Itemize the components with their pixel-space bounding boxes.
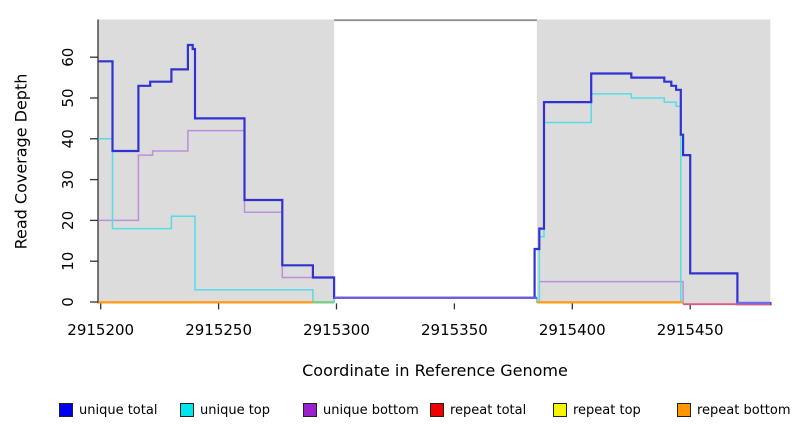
y-tick-label: 30	[59, 170, 77, 189]
y-tick-label: 40	[59, 129, 77, 148]
y-tick-label: 60	[59, 48, 77, 67]
x-axis-label: Coordinate in Reference Genome	[302, 361, 568, 380]
y-axis-label: Read Coverage Depth	[11, 73, 31, 250]
series-unique-total	[98, 43, 772, 306]
y-tick-label: 50	[59, 88, 77, 107]
x-tick-label: 2915450	[657, 321, 724, 339]
x-tick-label: 2915250	[185, 321, 252, 339]
y-tick-label: 10	[59, 252, 77, 271]
exon-right-region	[536, 19, 771, 304]
y-tick-label: 0	[59, 297, 77, 307]
x-tick-label: 2915400	[539, 321, 606, 339]
x-tick-label: 2915300	[303, 321, 370, 339]
y-tick-label: 20	[59, 211, 77, 230]
x-tick-label: 2915200	[67, 321, 134, 339]
exon-left-region	[98, 19, 335, 304]
x-tick-label: 2915350	[421, 321, 488, 339]
